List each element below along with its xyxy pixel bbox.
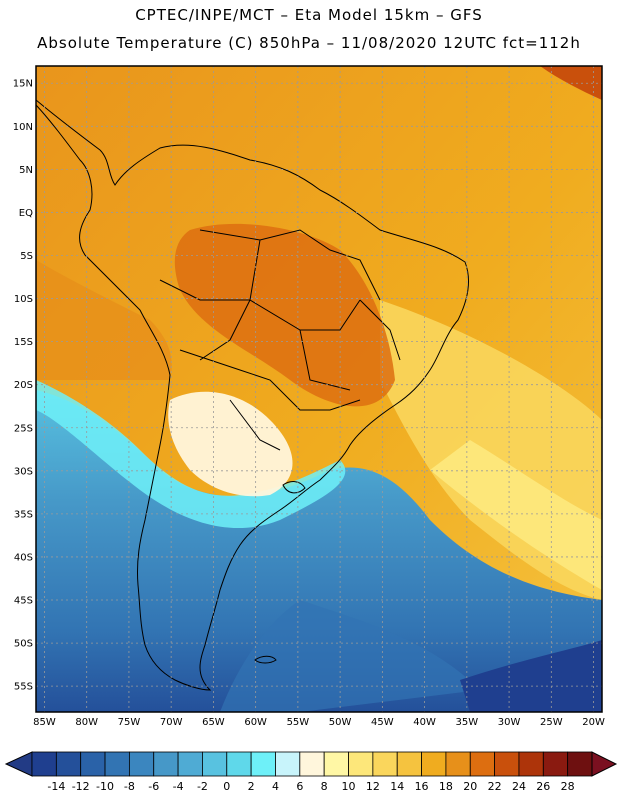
- lat-tick-label: 15S: [14, 337, 33, 348]
- lon-tick-label: 80W: [75, 717, 98, 728]
- colorbar-swatch: [226, 751, 252, 777]
- map-title: CPTEC/INPE/MCT – Eta Model 15km – GFS: [135, 6, 483, 24]
- colorbar-swatch: [567, 751, 593, 777]
- colorbar-label: 28: [561, 780, 575, 793]
- lat-tick-label: 25S: [14, 423, 33, 434]
- colorbar-over-arrow: [591, 751, 618, 777]
- colorbar-label: 16: [415, 780, 429, 793]
- colorbar-under-arrow: [4, 751, 33, 777]
- colorbar-label: 22: [488, 780, 502, 793]
- lon-tick-label: 55W: [287, 717, 310, 728]
- colorbar-label: -6: [148, 780, 159, 793]
- lon-tick-label: 30W: [498, 717, 521, 728]
- colorbar-swatch: [275, 751, 301, 777]
- lon-tick-label: 65W: [202, 717, 225, 728]
- colorbar-swatch: [445, 751, 471, 777]
- colorbar-swatch: [518, 751, 544, 777]
- lat-tick-label: 20S: [14, 380, 33, 391]
- lat-tick-label: 50S: [14, 639, 33, 650]
- colorbar-swatch: [299, 751, 325, 777]
- map-subtitle: Absolute Temperature (C) 850hPa – 11/08/…: [37, 34, 581, 52]
- lat-tick-label: 45S: [14, 596, 33, 607]
- coastline: [36, 99, 469, 691]
- colorbar-label: -12: [72, 780, 90, 793]
- lat-lon-grid: [36, 66, 602, 712]
- colorbar-label: 4: [272, 780, 279, 793]
- lat-tick-label: 55S: [14, 682, 33, 693]
- colorbar-swatch: [372, 751, 398, 777]
- colorbar-label: 6: [296, 780, 303, 793]
- colorbar-swatch: [421, 751, 447, 777]
- lat-tick-label: 30S: [14, 466, 33, 477]
- colorbar-label: -8: [124, 780, 135, 793]
- colorbar: -14 -12 -10 -8 -6 -4 -2 0 2 4 6 8 10 12 14 16 18 20 22 24 26…: [4, 751, 618, 793]
- temperature-field: [36, 66, 602, 712]
- lat-tick-label: 35S: [14, 509, 33, 520]
- colorbar-label: 2: [248, 780, 255, 793]
- lon-tick-label: 50W: [329, 717, 352, 728]
- colorbar-swatch: [396, 751, 422, 777]
- lon-tick-label: 60W: [244, 717, 267, 728]
- colorbar-swatch: [104, 751, 130, 777]
- lon-tick-label: 25W: [540, 717, 563, 728]
- lat-tick-label: 10S: [14, 294, 33, 305]
- lon-tick-label: 40W: [413, 717, 436, 728]
- latitude-axis: 15N 10N 5N EQ 5S 10S 15S 20S 25S 30S 35S 40S 45S 50S 5…: [13, 79, 33, 693]
- colorbar-label: -4: [173, 780, 184, 793]
- colorbar-swatch: [542, 751, 569, 777]
- lat-tick-label: EQ: [19, 208, 33, 219]
- lat-tick-label: 15N: [13, 79, 33, 90]
- colorbar-label: 8: [321, 780, 328, 793]
- lon-tick-label: 85W: [33, 717, 56, 728]
- colorbar-swatch: [153, 751, 179, 777]
- colorbar-swatch: [469, 751, 496, 777]
- colorbar-label: 14: [390, 780, 404, 793]
- colorbar-swatch: [128, 751, 155, 777]
- colorbar-label: -10: [96, 780, 114, 793]
- lon-tick-label: 45W: [371, 717, 394, 728]
- lat-tick-label: 40S: [14, 552, 33, 563]
- lat-tick-label: 5S: [20, 251, 33, 262]
- colorbar-swatch: [177, 751, 203, 777]
- colorbar-swatch: [348, 751, 374, 777]
- longitude-axis: 85W 80W 75W 70W 65W 60W 55W 50W 45W 40W 35W 30W 25W 2…: [33, 717, 605, 728]
- colorbar-label: 20: [463, 780, 477, 793]
- colorbar-label: 18: [439, 780, 453, 793]
- colorbar-label: 12: [366, 780, 380, 793]
- colorbar-swatch: [494, 751, 520, 777]
- lon-tick-label: 35W: [456, 717, 479, 728]
- colorbar-label: 24: [512, 780, 526, 793]
- colorbar-swatch: [31, 751, 57, 777]
- colorbar-label: -2: [197, 780, 208, 793]
- colorbar-swatch: [250, 751, 276, 777]
- map-frame: [35, 65, 603, 713]
- colorbar-swatch: [55, 751, 82, 777]
- lon-tick-label: 70W: [160, 717, 183, 728]
- colorbar-swatch: [323, 751, 349, 777]
- colorbar-swatch: [202, 751, 228, 777]
- lon-tick-label: 75W: [118, 717, 141, 728]
- colorbar-swatch: [80, 751, 106, 777]
- colorbar-label: 10: [342, 780, 356, 793]
- colorbar-label: 26: [536, 780, 550, 793]
- colorbar-label: -14: [47, 780, 65, 793]
- colorbar-label: 0: [223, 780, 230, 793]
- lon-tick-label: 20W: [582, 717, 605, 728]
- lat-tick-label: 10N: [13, 122, 33, 133]
- lat-tick-label: 5N: [19, 165, 33, 176]
